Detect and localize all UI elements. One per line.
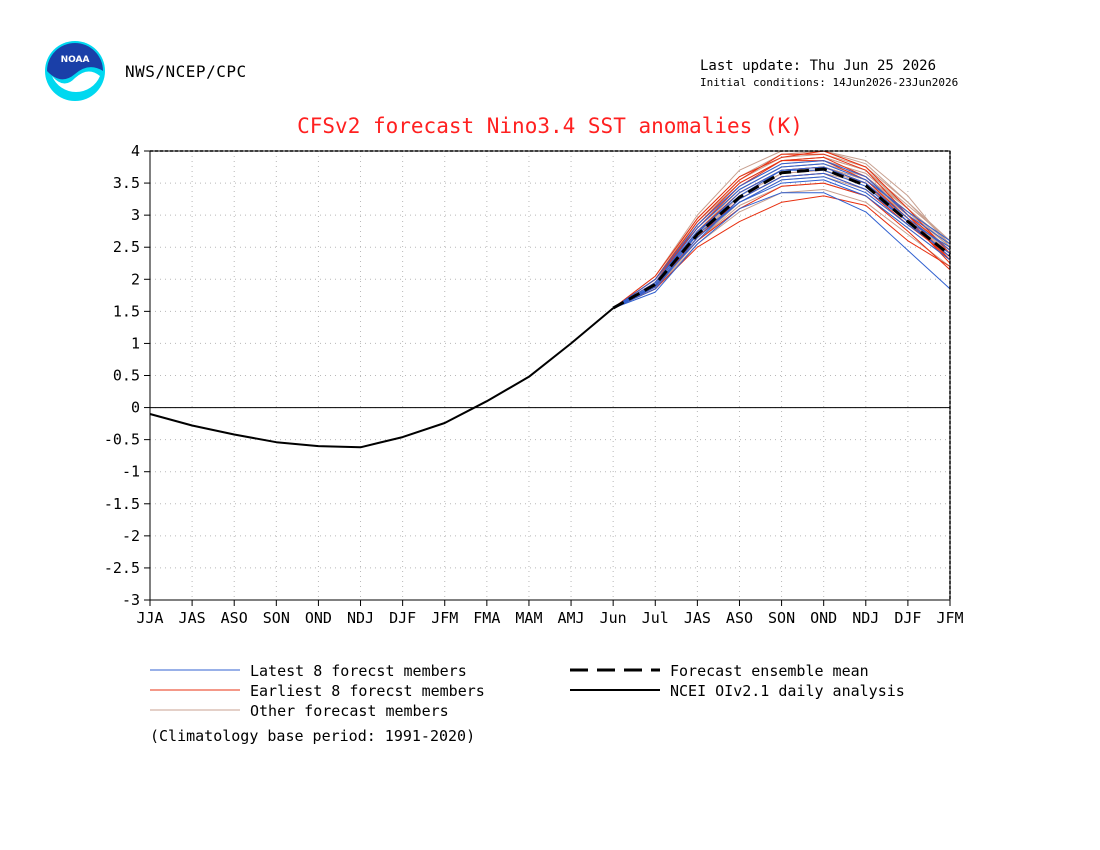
x-tick-label: JAS <box>684 609 711 627</box>
x-tick-label: JFM <box>936 609 963 627</box>
legend-analysis-label: NCEI OIv2.1 daily analysis <box>670 682 905 700</box>
x-tick-label: DJF <box>894 609 921 627</box>
noaa-logo: NOAA <box>45 41 105 101</box>
y-tick-label: 0.5 <box>113 367 140 385</box>
earliest-member-line <box>612 195 951 309</box>
other-member-line <box>612 172 951 309</box>
logo-text: NOAA <box>61 55 90 65</box>
y-tick-label: -0.5 <box>104 431 140 449</box>
x-tick-label: FMA <box>473 609 500 627</box>
y-tick-label: -1.5 <box>104 495 140 513</box>
y-tick-label: -1 <box>122 463 140 481</box>
other-member-line <box>612 150 951 309</box>
x-tick-label: ASO <box>726 609 753 627</box>
y-tick-label: -3 <box>122 591 140 609</box>
legend-other-label: Other forecast members <box>250 702 449 720</box>
legend-layer: Latest 8 forecst members Earliest 8 fore… <box>150 662 905 720</box>
y-tick-label: 3.5 <box>113 174 140 192</box>
other-member-line <box>612 169 951 309</box>
analysis-line <box>149 307 614 449</box>
earliest-member-line <box>612 160 951 309</box>
earliest-member-line <box>612 153 951 309</box>
latest-member-line <box>612 163 951 309</box>
latest-member-line <box>612 176 951 309</box>
x-tick-label: SON <box>768 609 795 627</box>
x-tick-label: JAS <box>179 609 206 627</box>
latest-member-line <box>613 192 951 309</box>
x-tick-label: OND <box>810 609 837 627</box>
x-tick-label: ASO <box>221 609 248 627</box>
x-tick-label: MAM <box>515 609 542 627</box>
y-tick-label: 4 <box>131 142 140 160</box>
climatology-note: (Climatology base period: 1991-2020) <box>150 727 476 745</box>
x-tick-label: JFM <box>431 609 458 627</box>
latest-member-line <box>612 169 951 309</box>
ensemble-mean-line <box>612 167 951 310</box>
x-tick-label: NDJ <box>852 609 879 627</box>
y-tick-label: 0 <box>131 399 140 417</box>
axes-layer: -3 -2.5 -2 -1.5 -1 -0.5 0 0.5 1 1.5 2 2.5 3 3.5 4 JJA JA… <box>104 142 964 627</box>
y-tick-label: 2 <box>131 270 140 288</box>
x-tick-label: Jun <box>600 609 627 627</box>
logo-bird-shape <box>47 43 103 80</box>
initial-conditions: Initial conditions: 14Jun2026-23Jun2026 <box>700 76 959 89</box>
members-layer <box>612 150 951 309</box>
last-update: Last update: Thu Jun 25 2026 <box>700 58 937 74</box>
legend-earliest-label: Earliest 8 forecst members <box>250 682 485 700</box>
y-tick-label: -2 <box>122 527 140 545</box>
logo-wave-shape <box>52 71 100 93</box>
chart-title: CFSv2 forecast Nino3.4 SST anomalies (K) <box>297 114 803 138</box>
latest-member-line <box>612 160 951 309</box>
agency-label: NWS/NCEP/CPC <box>125 62 247 81</box>
latest-member-line <box>612 179 951 309</box>
earliest-member-line <box>612 172 951 309</box>
x-tick-label: OND <box>305 609 332 627</box>
legend-latest-label: Latest 8 forecst members <box>250 662 467 680</box>
x-tick-label: AMJ <box>558 609 585 627</box>
y-tick-label: -2.5 <box>104 559 140 577</box>
earliest-member-line <box>612 150 951 309</box>
y-tick-label: 3 <box>131 206 140 224</box>
y-tick-label: 1 <box>131 334 140 352</box>
x-tick-label: JJA <box>136 609 163 627</box>
y-tick-label: 1.5 <box>113 302 140 320</box>
grid-layer <box>150 151 950 600</box>
other-member-line <box>612 150 951 309</box>
x-tick-label: DJF <box>389 609 416 627</box>
x-tick-label: Jul <box>642 609 669 627</box>
latest-member-line <box>612 172 951 309</box>
series-layer <box>149 167 951 449</box>
other-member-line <box>612 169 951 309</box>
legend-mean-label: Forecast ensemble mean <box>670 662 869 680</box>
x-tick-label: NDJ <box>347 609 374 627</box>
x-tick-label: SON <box>263 609 290 627</box>
y-tick-label: 2.5 <box>113 238 140 256</box>
